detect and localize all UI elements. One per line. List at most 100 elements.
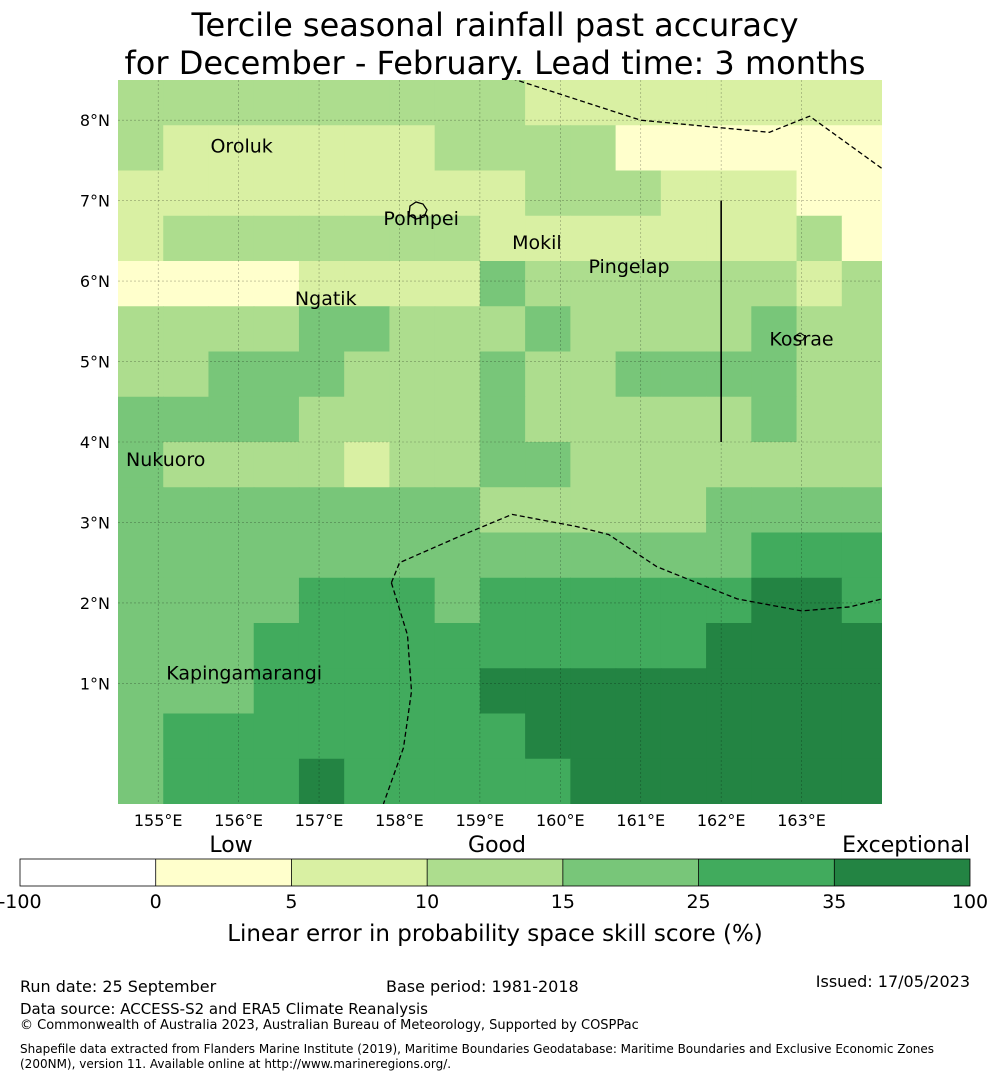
grid-cell: [525, 713, 571, 760]
grid-cell: [751, 668, 798, 715]
grid-cell: [570, 306, 617, 353]
colorbar-swatch: [834, 859, 970, 886]
grid-cell: [298, 351, 345, 398]
grid-cell: [208, 758, 255, 804]
grid-cell: [389, 396, 436, 443]
grid-cell: [841, 396, 882, 443]
grid-cell: [706, 442, 752, 488]
grid-cell: [660, 306, 707, 353]
grid-cell: [660, 577, 707, 624]
latitude-tick-label: 7°N: [80, 192, 110, 211]
grid-cell: [479, 306, 526, 353]
grid-cell: [298, 713, 345, 760]
grid-cell: [389, 80, 436, 126]
grid-cell: [253, 577, 300, 624]
longitude-tick-label: 162°E: [697, 811, 746, 830]
grid-cell: [298, 442, 345, 488]
grid-cell: [298, 215, 345, 262]
grid-cell: [615, 487, 662, 534]
grid-cell: [344, 442, 391, 488]
grid-cell: [253, 80, 300, 126]
grid-cell: [118, 577, 164, 624]
grid-cell: [841, 532, 882, 579]
grid-cell: [570, 351, 617, 398]
grid-cell: [660, 396, 707, 443]
grid-cell: [344, 623, 391, 669]
grid-cell: [434, 170, 481, 217]
grid-cell: [434, 442, 481, 488]
grid-cell: [208, 351, 255, 398]
grid-cell: [660, 623, 707, 669]
grid-cell: [525, 577, 571, 624]
longitude-tick-label: 160°E: [536, 811, 585, 830]
grid-cell: [298, 170, 345, 217]
grid-cell: [796, 80, 843, 126]
grid-cell: [751, 487, 798, 534]
grid-cell: [615, 713, 662, 760]
grid-cell: [389, 713, 436, 760]
grid-cell: [344, 487, 391, 534]
grid-cell: [434, 487, 481, 534]
grid-cell: [479, 623, 526, 669]
grid-cell: [525, 623, 571, 669]
grid-cell: [887, 352, 933, 398]
grid-cell: [751, 713, 798, 760]
colorbar-tick-label: 100: [952, 891, 988, 913]
grid-cell: [434, 668, 481, 715]
longitude-tick-label: 163°E: [777, 811, 826, 830]
grid-cell: [751, 758, 798, 804]
grid-cell: [751, 306, 798, 353]
title-line-1: Tercile seasonal rainfall past accuracy: [191, 6, 799, 44]
grid-cell: [298, 487, 345, 534]
latitude-tick-label: 6°N: [80, 272, 110, 291]
grid-cell: [887, 171, 933, 217]
grid-cell: [525, 532, 571, 579]
grid-cell: [344, 125, 391, 172]
grid-cell: [660, 668, 707, 715]
grid-cell: [841, 623, 882, 669]
grid-cell: [660, 261, 707, 307]
grid-cell: [570, 577, 617, 624]
grid-cell: [615, 758, 662, 804]
grid-cell: [796, 306, 843, 353]
latitude-axis: 1°N 2°N 3°N 4°N 5°N 6°N 7°N 8°N: [80, 111, 110, 693]
grid-cell: [298, 125, 345, 172]
grid-cell: [479, 170, 526, 217]
grid-cell: [570, 261, 617, 307]
grid-cell: [118, 668, 164, 715]
grid-cell: [887, 261, 933, 307]
grid-cell: [525, 261, 571, 307]
grid-cell: [479, 577, 526, 624]
grid-cell: [525, 80, 571, 126]
grid-cell: [796, 125, 843, 172]
grid-cell: [389, 758, 436, 804]
grid-cell: [796, 215, 843, 262]
grid-cell: [163, 170, 210, 217]
grid-cell: [887, 306, 933, 352]
grid-cell: [298, 668, 345, 715]
grid-cell: [841, 125, 882, 172]
grid-cell: [479, 215, 526, 262]
eez-boundaries: [382, 80, 882, 804]
grid-cell: [118, 758, 164, 804]
chart-title: Tercile seasonal rainfall past accuracy …: [0, 6, 990, 82]
kosrae-island-outline: [794, 332, 806, 342]
grid-cell: [841, 351, 882, 398]
grid-cell: [570, 215, 617, 262]
grid-cell: [434, 713, 481, 760]
place-label: Kapingamarangi: [166, 662, 322, 684]
grid-cell: [118, 396, 164, 443]
colorbar-frame: [19, 858, 971, 887]
grid-cell: [163, 668, 210, 715]
place-labels: Oroluk Pohnpei Mokil Pingelap Ngatik Kosrae Nu…: [126, 135, 834, 684]
colorbar-swatch: [155, 859, 292, 886]
data-source: Data source: ACCESS-S2 and ERA5 Climate …: [20, 1000, 428, 1018]
grid-cell: [751, 396, 798, 443]
grid-cell: [841, 442, 882, 488]
grid-cell: [706, 306, 752, 353]
grid-cell: [253, 668, 300, 715]
skill-grid: [118, 80, 933, 804]
grid-cell: [796, 623, 843, 669]
latitude-tick-label: 1°N: [80, 674, 110, 693]
category-good: Good: [468, 833, 526, 858]
